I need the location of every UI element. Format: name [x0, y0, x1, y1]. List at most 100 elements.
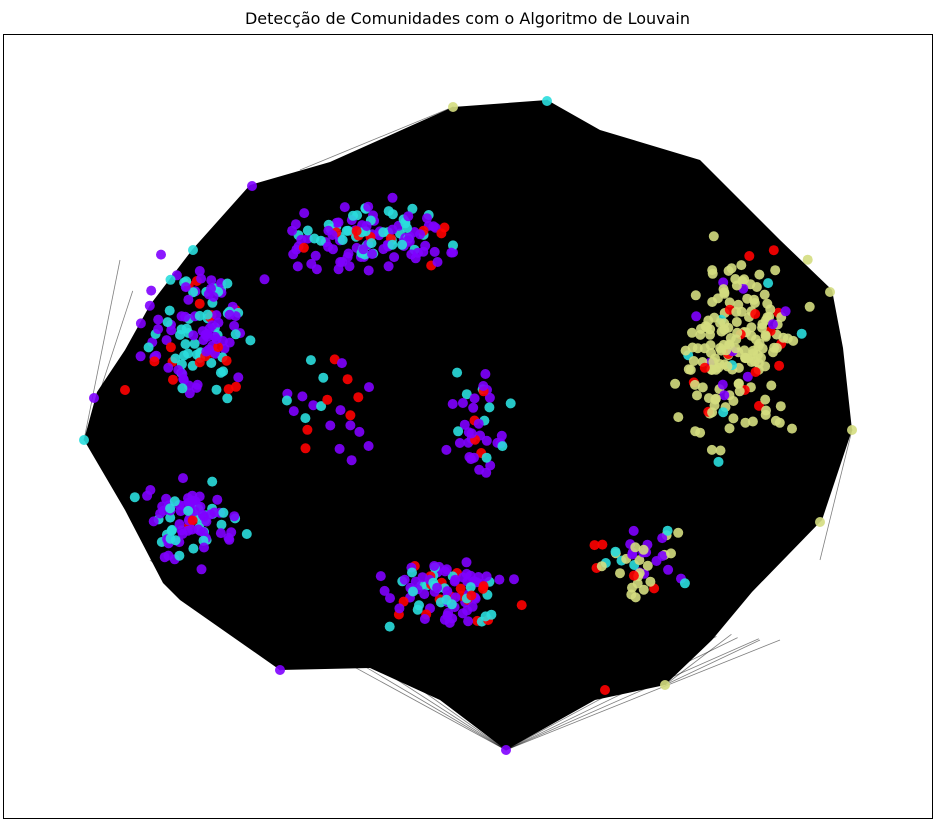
- community-b-node: [189, 338, 200, 349]
- community-a-node: [691, 311, 702, 322]
- community-d-node: [351, 226, 362, 236]
- community-a-node: [442, 586, 453, 597]
- community-c-node: [666, 548, 676, 559]
- community-a-node: [429, 246, 440, 257]
- community-d-node: [750, 309, 761, 319]
- community-a-node: [135, 318, 146, 329]
- community-c-node: [753, 358, 764, 369]
- community-a-node: [358, 244, 369, 255]
- community-a-node: [458, 572, 468, 583]
- community-a-node: [403, 211, 414, 222]
- community-a-node: [339, 202, 350, 213]
- community-c-node: [747, 416, 758, 427]
- community-a-node: [363, 265, 374, 276]
- community-a-node: [663, 564, 674, 575]
- community-a-node: [211, 334, 222, 345]
- community-c-node: [673, 527, 684, 538]
- community-c-node: [825, 287, 835, 297]
- edge: [505, 639, 781, 751]
- community-a-node: [719, 390, 730, 401]
- community-c-node: [690, 379, 700, 390]
- community-a-node: [308, 400, 319, 411]
- community-a-node: [468, 402, 479, 413]
- community-a-node: [457, 398, 468, 408]
- community-a-node: [192, 379, 203, 390]
- community-c-node: [705, 340, 716, 351]
- community-a-node: [651, 556, 662, 566]
- community-b-node: [337, 235, 348, 245]
- community-a-node: [387, 224, 398, 235]
- community-b-node: [662, 525, 673, 536]
- community-a-node: [363, 201, 374, 212]
- community-c-node: [782, 333, 793, 344]
- community-c-node: [847, 425, 857, 435]
- community-a-node: [428, 221, 439, 232]
- community-a-node: [481, 571, 492, 582]
- community-a-node: [161, 335, 172, 346]
- community-a-node: [297, 391, 308, 402]
- community-d-node: [120, 385, 130, 395]
- community-c-node: [762, 298, 773, 309]
- community-c-node: [815, 517, 825, 527]
- community-a-node: [180, 282, 191, 293]
- community-d-node: [478, 583, 488, 594]
- community-c-node: [706, 444, 717, 455]
- community-a-node: [148, 516, 159, 527]
- community-a-node: [287, 225, 298, 236]
- community-a-node: [399, 574, 410, 585]
- community-a-node: [717, 379, 728, 390]
- edge: [83, 259, 121, 441]
- community-a-node: [247, 181, 257, 191]
- community-c-node: [632, 578, 643, 589]
- community-a-node: [447, 613, 458, 624]
- edge: [299, 106, 454, 171]
- community-d-node: [768, 245, 779, 256]
- community-a-node: [410, 576, 421, 587]
- community-c-node: [722, 361, 733, 372]
- community-a-node: [288, 406, 299, 417]
- community-a-node: [292, 261, 303, 272]
- community-b-node: [542, 96, 552, 106]
- community-b-node: [407, 567, 417, 578]
- community-a-node: [454, 438, 465, 448]
- community-b-node: [216, 519, 227, 530]
- community-c-node: [690, 290, 701, 301]
- community-a-node: [767, 319, 778, 330]
- community-c-node: [739, 274, 750, 285]
- community-b-node: [309, 233, 320, 244]
- community-a-node: [196, 564, 207, 575]
- community-a-node: [501, 745, 511, 755]
- community-a-node: [156, 249, 166, 260]
- community-a-node: [226, 527, 237, 538]
- community-d-node: [298, 242, 309, 253]
- community-a-node: [457, 608, 468, 619]
- community-c-node: [754, 338, 765, 349]
- community-c-node: [759, 289, 770, 300]
- community-b-node: [486, 609, 497, 620]
- community-a-node: [422, 213, 432, 224]
- community-b-node: [383, 206, 394, 217]
- community-c-node: [740, 417, 751, 428]
- community-a-node: [212, 494, 223, 505]
- community-b-node: [166, 525, 177, 536]
- community-c-node: [724, 423, 735, 434]
- community-a-node: [410, 253, 421, 264]
- community-a-node: [146, 285, 157, 296]
- community-c-node: [775, 401, 786, 412]
- community-c-node: [615, 568, 625, 579]
- community-a-node: [394, 603, 405, 614]
- community-a-node: [432, 257, 443, 267]
- community-a-node: [363, 441, 374, 451]
- community-c-node: [596, 561, 607, 572]
- community-a-node: [89, 393, 99, 403]
- community-d-node: [221, 355, 232, 366]
- community-c-node: [732, 327, 743, 338]
- community-b-node: [162, 317, 173, 328]
- community-b-node: [188, 287, 199, 298]
- community-b-node: [143, 342, 154, 353]
- community-b-node: [222, 393, 233, 404]
- community-c-node: [696, 323, 706, 334]
- community-a-node: [206, 275, 217, 286]
- community-b-node: [188, 245, 198, 255]
